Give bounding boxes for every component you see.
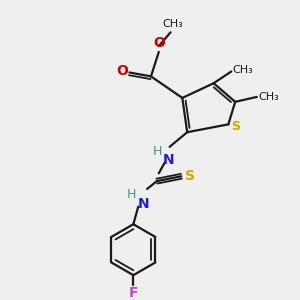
Text: CH₃: CH₃ [258, 92, 279, 102]
Text: O: O [153, 36, 165, 50]
Text: H: H [127, 188, 136, 201]
Text: N: N [137, 197, 149, 211]
Text: S: S [231, 120, 240, 133]
Text: CH₃: CH₃ [162, 20, 183, 29]
Text: F: F [129, 286, 138, 300]
Text: S: S [185, 169, 195, 183]
Text: H: H [153, 145, 163, 158]
Text: CH₃: CH₃ [233, 64, 254, 74]
Text: O: O [117, 64, 128, 77]
Text: N: N [163, 153, 174, 166]
